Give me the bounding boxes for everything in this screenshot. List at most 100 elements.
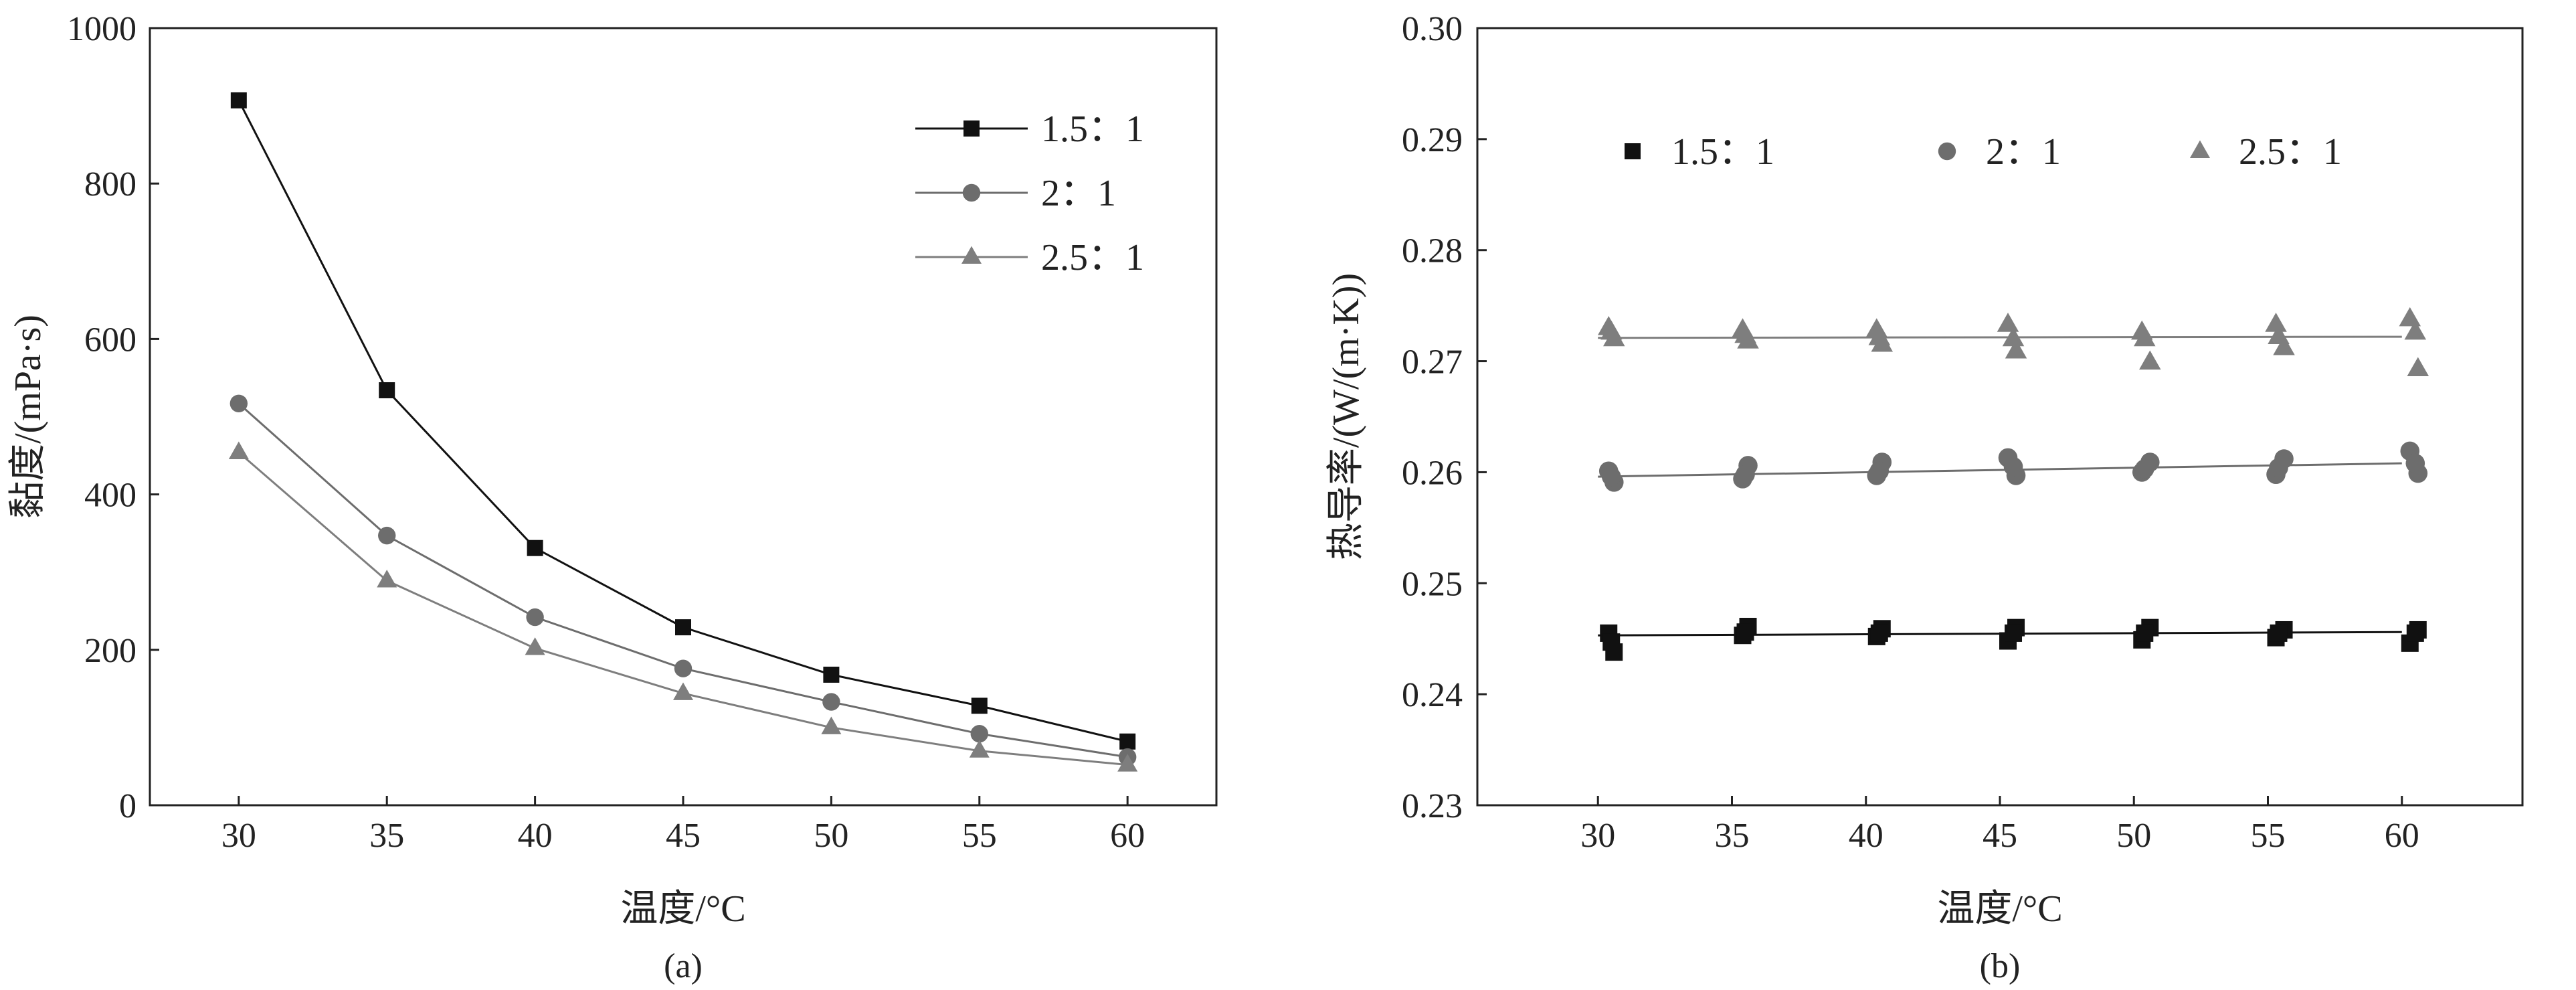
y-tick-label: 800: [84, 165, 136, 203]
legend-label: 2.5：1: [2239, 131, 2342, 173]
series-1: [1598, 617, 2427, 661]
data-point: [379, 382, 395, 399]
data-point: [2270, 624, 2288, 642]
data-point: [526, 608, 544, 627]
y-tick-label: 200: [84, 632, 136, 670]
x-tick-label: 50: [814, 817, 848, 855]
legend-label: 2：1: [1986, 131, 2061, 173]
data-point: [229, 394, 248, 412]
legend-marker: [1938, 142, 1956, 161]
fit-line: [1598, 335, 2402, 339]
y-tick-label: 0.23: [1402, 787, 1463, 825]
data-point: [2003, 457, 2023, 477]
data-point: [2405, 453, 2425, 473]
legend-marker: [2190, 140, 2210, 159]
y-tick-label: 1000: [67, 10, 136, 48]
y-tick-label: 0.29: [1402, 121, 1463, 159]
panel-a-viscosity-chart: 30 35 40 45 50 55 60020040060080010001.5：12：12…: [7, 10, 1218, 985]
data-point: [1117, 754, 1138, 772]
data-point: [525, 637, 545, 655]
legend-marker: [1625, 143, 1641, 159]
x-tick-label: 45: [1983, 817, 2017, 855]
series-3: [1598, 307, 2429, 377]
x-tick-label: 55: [2251, 817, 2286, 855]
panel-label-a: (a): [664, 947, 703, 985]
x-axis-title: 温度/°C: [620, 888, 745, 930]
x-tick-label: 60: [1110, 817, 1145, 855]
legend-label: 1.5：1: [1671, 131, 1774, 173]
data-point: [230, 92, 247, 108]
data-point: [2002, 327, 2025, 347]
data-point: [1734, 323, 1756, 343]
data-point: [1869, 461, 1890, 481]
data-point: [1736, 465, 1755, 485]
data-point: [1736, 623, 1754, 641]
fit-line: [1598, 462, 2402, 478]
series-1: [230, 92, 1136, 750]
data-point: [2268, 325, 2290, 344]
series-3: [228, 441, 1138, 772]
data-point: [1602, 633, 1621, 651]
data-point: [2134, 327, 2156, 347]
y-tick-label: 0.25: [1402, 565, 1463, 603]
x-tick-label: 35: [1714, 817, 1749, 855]
panel-b-thermal-conductivity-chart: 30 35 40 45 50 55 60 0.23 0.24 0.25 0.26 0.27 0.28 0.…: [1325, 10, 2524, 985]
legend-marker: [963, 120, 980, 137]
data-point: [969, 740, 990, 758]
data-point: [823, 666, 840, 683]
panel-label-b: (b): [1980, 947, 2021, 985]
data-point: [821, 716, 842, 734]
y-tick-label: 0.30: [1402, 10, 1463, 48]
data-point: [2407, 357, 2429, 377]
data-point: [378, 526, 396, 545]
x-tick-label: 40: [518, 817, 553, 855]
data-point: [675, 619, 691, 636]
series-line: [238, 451, 1128, 766]
legend-label: 2：1: [1041, 173, 1116, 214]
y-tick-label: 0.27: [1402, 343, 1463, 382]
x-tick-label: 55: [962, 817, 997, 855]
series-line: [238, 402, 1128, 758]
legend-label: 1.5：1: [1041, 108, 1144, 150]
data-point: [2273, 335, 2295, 355]
data-point: [377, 570, 397, 588]
data-point: [1870, 624, 1888, 642]
x-tick-label: 45: [666, 817, 701, 855]
x-tick-label: 60: [2385, 817, 2419, 855]
legend-marker: [962, 183, 981, 202]
series-2: [229, 394, 1137, 766]
y-tick-label: 0.24: [1402, 676, 1463, 714]
x-tick-label: 50: [2116, 817, 2151, 855]
data-point: [674, 659, 693, 677]
data-point: [1119, 733, 1136, 750]
x-tick-label: 35: [369, 817, 404, 855]
legend-marker: [961, 246, 982, 264]
x-axis-title: 温度/°C: [1937, 888, 2062, 930]
data-point: [2265, 313, 2287, 332]
y-tick-label: 400: [84, 477, 136, 515]
legend-label: 2.5：1: [1041, 237, 1144, 278]
data-point: [228, 441, 249, 459]
x-tick-label: 40: [1849, 817, 1883, 855]
data-point: [2269, 458, 2288, 478]
data-point: [2406, 624, 2424, 642]
data-point: [527, 540, 543, 556]
x-tick-label: 30: [1580, 817, 1615, 855]
y-tick-label: 0: [119, 787, 136, 825]
data-point: [2134, 459, 2154, 479]
data-point: [822, 693, 840, 711]
y-tick-label: 600: [84, 321, 136, 359]
data-point: [971, 697, 988, 714]
legend: 1.5：1 2：1 2.5：1: [1625, 131, 2342, 173]
x-tick-label: 30: [221, 817, 256, 855]
y-axis-title: 热导率/(W/(m·K)): [1325, 273, 1367, 560]
series-line: [238, 100, 1128, 743]
legend: 1.5：1 2：1 2.5：1: [915, 108, 1144, 278]
data-point: [970, 724, 988, 743]
y-tick-label: 0.26: [1402, 454, 1463, 492]
y-axis-title: 黏度/(mPa·s): [7, 315, 49, 519]
data-point: [2399, 307, 2421, 327]
series-2: [1598, 441, 2428, 492]
data-point: [2136, 624, 2154, 642]
